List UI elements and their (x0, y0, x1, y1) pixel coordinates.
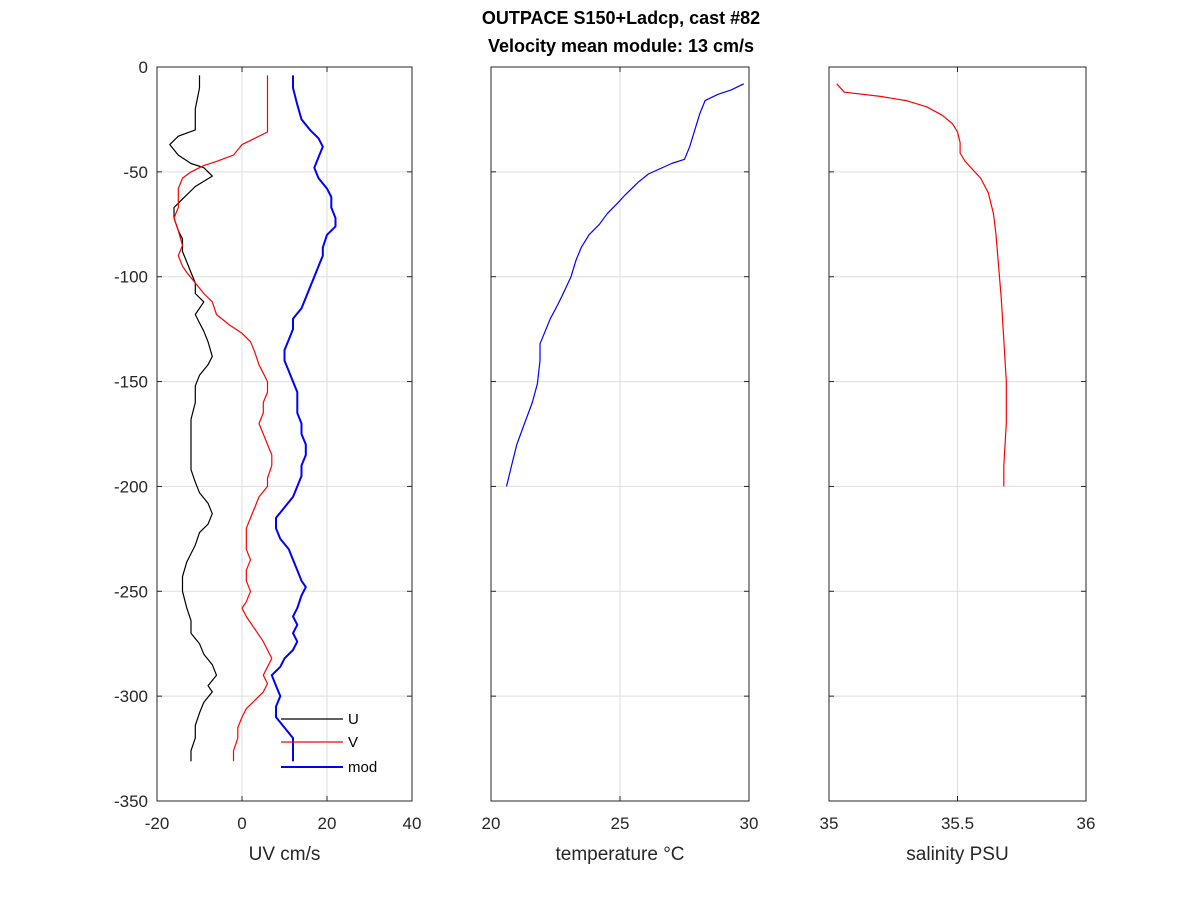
x-axis-label: salinity PSU (906, 844, 1008, 865)
x-tick-label: 30 (740, 814, 759, 833)
x-axis-label: UV cm/s (249, 844, 321, 865)
legend-label-v: V (348, 734, 358, 751)
x-tick-label: 35.5 (941, 814, 974, 833)
x-tick-label: 36 (1077, 814, 1096, 833)
series-line-v (173, 75, 273, 762)
x-tick-label: 0 (237, 814, 246, 833)
y-tick-label: -50 (123, 163, 148, 182)
y-tick-label: -350 (114, 792, 148, 811)
series-line-panel3 (836, 83, 1007, 487)
figure-title-line1: OUTPACE S150+Ladcp, cast #82 (482, 8, 760, 28)
chart-panel-3: 35 35.5 36 salinity PSU (820, 66, 1096, 865)
series-line-u (169, 75, 218, 762)
y-tick-label: -250 (114, 582, 148, 601)
x-tick-label: 20 (482, 814, 501, 833)
series-line-mod (270, 75, 337, 762)
chart-panel-2: 20 25 30 temperature °C (482, 66, 759, 865)
x-tick-label: 40 (403, 814, 422, 833)
legend-label-mod: mod (348, 759, 377, 776)
x-tick-label: 25 (611, 814, 630, 833)
y-tick-label: -100 (114, 268, 148, 287)
y-tick-label: -300 (114, 687, 148, 706)
series-line-panel2 (505, 83, 745, 487)
legend-label-u: U (348, 711, 359, 728)
x-tick-label: 35 (820, 814, 839, 833)
axes-frame (156, 66, 413, 802)
y-tick-label: -150 (114, 373, 148, 392)
figure-title-line2: Velocity mean module: 13 cm/s (488, 36, 754, 56)
x-axis-label: temperature °C (555, 844, 684, 865)
x-tick-label: 20 (318, 814, 337, 833)
x-tick-label: -20 (145, 814, 170, 833)
y-tick-label: 0 (139, 58, 148, 77)
y-tick-label: -200 (114, 477, 148, 496)
